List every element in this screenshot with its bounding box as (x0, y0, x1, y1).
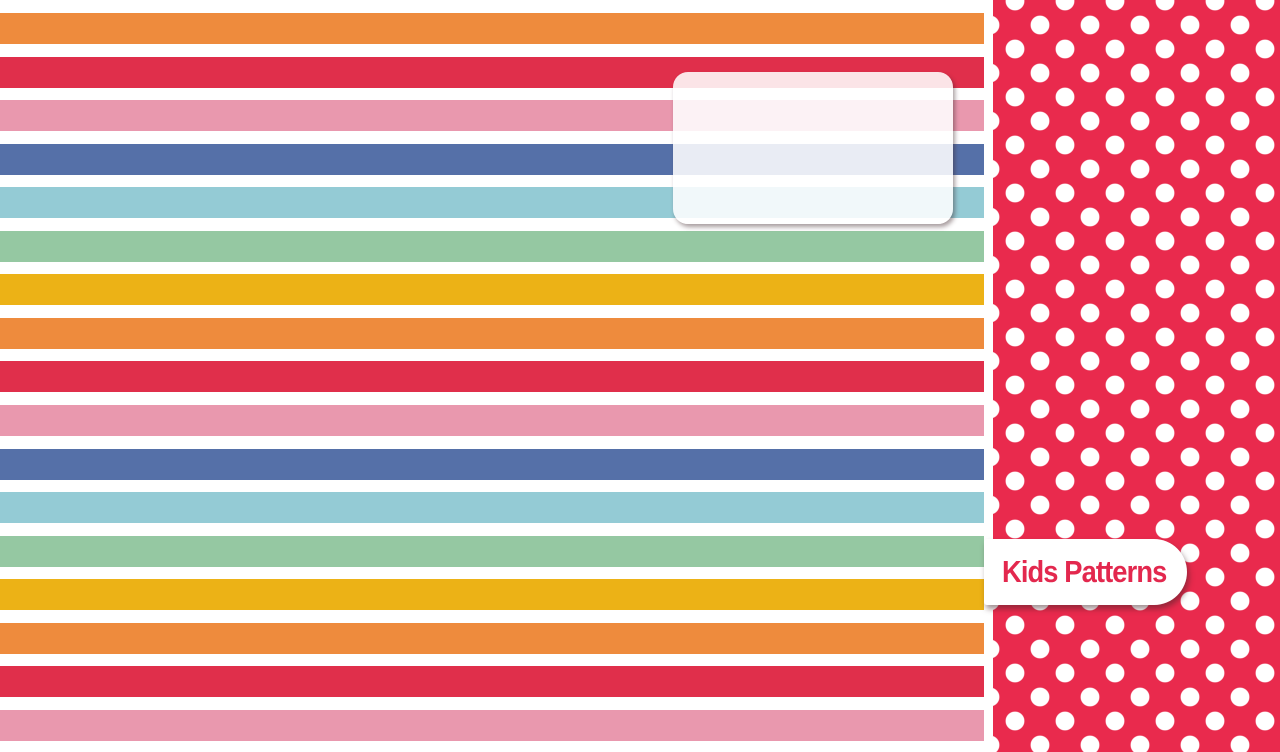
stripe-orange (0, 622, 984, 654)
stripe-yellow (0, 579, 984, 611)
stripe-red (0, 361, 984, 393)
blank-note-card (673, 72, 953, 224)
stripe-blue (0, 448, 984, 480)
stripe-pink (0, 709, 984, 741)
stripe-green (0, 230, 984, 262)
stripe-orange (0, 13, 984, 44)
polka-dot-panel (993, 0, 1280, 752)
stripe-lightblue (0, 492, 984, 524)
stripe-red (0, 666, 984, 698)
stripe-green (0, 535, 984, 567)
stripe-yellow (0, 274, 984, 306)
kids-patterns-label-text: Kids Patterns (1002, 554, 1167, 589)
kids-patterns-label: Kids Patterns (984, 539, 1187, 605)
stripe-orange (0, 317, 984, 349)
stripe-pink (0, 404, 984, 436)
